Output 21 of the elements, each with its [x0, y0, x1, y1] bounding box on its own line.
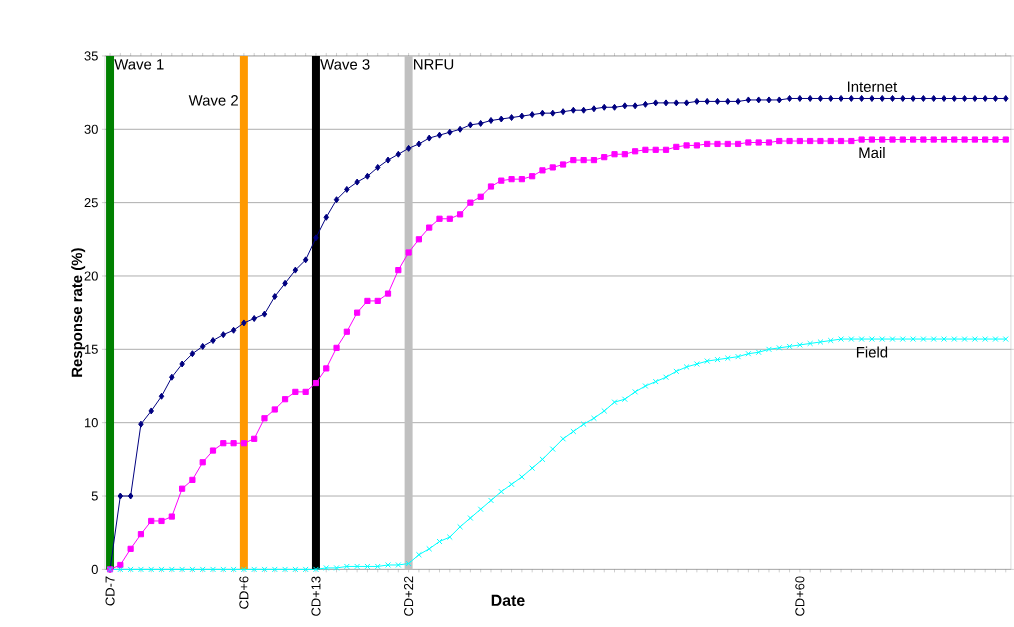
x-tick-label: CD-7 [105, 576, 115, 606]
y-tick-label: 5 [91, 491, 98, 501]
y-tick-label: 10 [84, 417, 98, 428]
x-tick-label: CD+60 [795, 576, 805, 616]
x-tick-label: CD+22 [404, 576, 414, 616]
ref-line-label: NRFU [414, 58, 454, 70]
series-label: Field [856, 346, 888, 358]
x-tick-label: CD+13 [311, 576, 321, 616]
y-tick-label: 35 [84, 51, 98, 61]
x-axis-title: Date [491, 594, 525, 606]
y-tick-label: 30 [84, 124, 98, 134]
y-tick-label: 15 [84, 344, 98, 354]
ref-line-label: Wave 2 [188, 94, 238, 106]
ref-line-label: Wave 1 [114, 58, 164, 70]
y-tick-label: 0 [91, 564, 98, 574]
ref-line-label: Wave 3 [320, 58, 370, 70]
x-tick-label: CD+6 [239, 576, 249, 609]
series-label: Mail [859, 146, 885, 158]
y-tick-label: 25 [84, 197, 98, 208]
y-tick-label: 20 [84, 271, 98, 281]
series-label: Internet [847, 81, 898, 92]
